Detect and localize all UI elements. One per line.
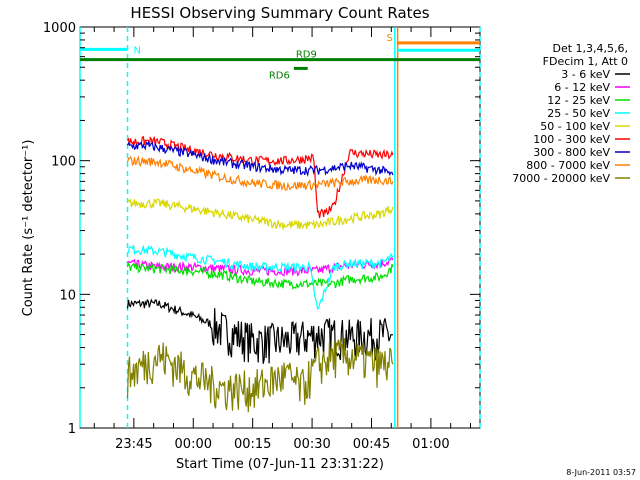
legend-label-5: 100 - 300 keV bbox=[533, 133, 610, 146]
legend-label-2: 12 - 25 keV bbox=[547, 94, 610, 107]
series-line-2 bbox=[126, 262, 394, 290]
annotation-label-0: N bbox=[134, 45, 141, 56]
y-tick-label-1: 10 bbox=[59, 288, 76, 303]
legend-label-0: 3 - 6 keV bbox=[561, 68, 610, 81]
x-axis-label: Start Time (07-Jun-11 23:31:22) bbox=[176, 457, 384, 472]
annotation-label-3: RD9 bbox=[296, 50, 317, 61]
legend-label-6: 300 - 800 keV bbox=[533, 146, 610, 159]
x-tick-label-1: 00:00 bbox=[175, 437, 212, 452]
series-line-4 bbox=[127, 198, 394, 230]
legend-header-1: FDecim 1, Att 0 bbox=[543, 55, 628, 68]
x-tick-label-3: 00:30 bbox=[293, 437, 330, 452]
footer-timestamp: 8-Jun-2011 03:57 bbox=[566, 468, 636, 477]
legend-label-3: 25 - 50 keV bbox=[547, 107, 610, 120]
x-tick-label-5: 01:00 bbox=[412, 437, 449, 452]
legend-label-7: 800 - 7000 keV bbox=[526, 159, 610, 172]
y-axis-label: Count Rate (s⁻¹ detector⁻¹) bbox=[21, 140, 36, 317]
annotation-label-1: S bbox=[386, 33, 392, 44]
y-tick-label-2: 100 bbox=[51, 155, 76, 170]
x-tick-label-2: 00:15 bbox=[234, 437, 271, 452]
annotation-label-4: RD6 bbox=[269, 70, 290, 81]
x-tick-label-0: 23:45 bbox=[115, 437, 152, 452]
y-tick-label-0: 1 bbox=[68, 422, 76, 437]
series-line-7 bbox=[126, 155, 394, 191]
series-line-0 bbox=[126, 298, 394, 364]
legend-label-8: 7000 - 20000 keV bbox=[512, 172, 610, 185]
chart-title: HESSI Observing Summary Count Rates bbox=[130, 4, 429, 22]
series-line-8 bbox=[126, 338, 394, 413]
series-line-5 bbox=[126, 136, 394, 219]
legend-label-1: 6 - 12 keV bbox=[554, 81, 610, 94]
y-tick-label-3: 1000 bbox=[43, 21, 76, 36]
series-line-6 bbox=[126, 140, 394, 178]
series-line-3 bbox=[127, 244, 394, 311]
x-tick-label-4: 00:45 bbox=[353, 437, 390, 452]
legend-label-4: 50 - 100 keV bbox=[540, 120, 610, 133]
series-line-1 bbox=[127, 257, 394, 277]
legend-header-0: Det 1,3,4,5,6, bbox=[552, 42, 628, 55]
